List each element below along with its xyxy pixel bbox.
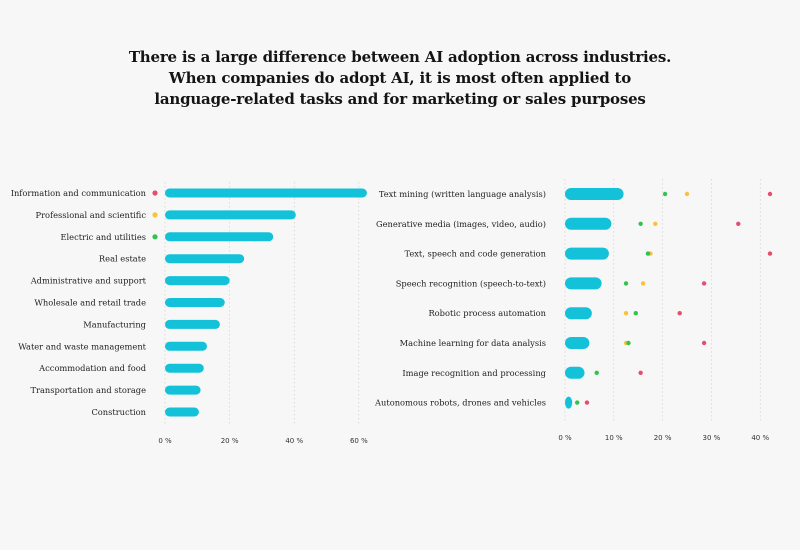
bar <box>565 277 602 290</box>
category-label: Professional and scientific <box>36 210 147 220</box>
bar <box>165 232 274 242</box>
category-label: Real estate <box>99 254 146 264</box>
series-point <box>633 311 638 316</box>
x-tick-label: 20 % <box>654 434 672 442</box>
series-point <box>623 311 629 316</box>
x-tick-label: 40 % <box>285 437 303 445</box>
series-point <box>623 281 629 286</box>
bar <box>165 210 296 220</box>
category-label: Transportation and storage <box>30 385 146 395</box>
x-tick-label: 60 % <box>350 437 368 445</box>
series-point <box>594 370 599 375</box>
category-label: Autonomous robots, drones and vehicles <box>374 398 546 408</box>
series-point <box>638 221 643 226</box>
x-tick-label: 0 % <box>558 434 572 442</box>
category-label: Construction <box>91 407 146 417</box>
series-point <box>653 221 658 226</box>
bar <box>165 298 225 307</box>
chart-title-line-2: When companies do adopt AI, it is most o… <box>168 69 632 87</box>
chart-title-line-3: language-related tasks and for marketing… <box>154 90 646 108</box>
category-label: Speech recognition (speech-to-text) <box>396 278 546 288</box>
bar <box>165 363 204 373</box>
series-point <box>626 340 631 346</box>
bar <box>565 366 585 379</box>
category-label: Machine learning for data analysis <box>400 338 546 348</box>
category-label: Text mining (written language analysis) <box>379 189 546 199</box>
category-label: Electric and utilities <box>60 232 146 242</box>
category-marker-dot <box>152 234 158 240</box>
category-marker-dot <box>152 212 158 218</box>
series-point <box>677 311 682 316</box>
series-point <box>684 191 690 197</box>
category-label: Generative media (images, video, audio) <box>376 219 546 229</box>
bar <box>565 217 612 230</box>
category-marker-dot <box>152 190 158 196</box>
series-point <box>575 400 580 405</box>
category-label: Manufacturing <box>83 319 146 329</box>
category-label: Image recognition and processing <box>402 368 546 378</box>
bar <box>165 319 220 329</box>
category-label: Wholesale and retail trade <box>34 298 146 308</box>
series-point <box>701 281 707 286</box>
bar <box>565 247 609 260</box>
series-point <box>584 400 590 405</box>
category-label: Text, speech and code generation <box>404 249 546 259</box>
x-tick-label: 40 % <box>751 434 769 442</box>
category-label: Accommodation and food <box>38 363 147 373</box>
chart-title-line-1: There is a large difference between AI a… <box>128 48 672 66</box>
bar <box>565 307 592 320</box>
series-point <box>736 221 741 226</box>
series-point <box>638 370 643 375</box>
series-point <box>767 251 773 256</box>
bar <box>165 276 230 286</box>
category-label: Administrative and support <box>30 276 147 286</box>
series-point <box>645 251 651 256</box>
series-point <box>701 340 707 346</box>
bar <box>165 188 367 198</box>
series-point <box>640 281 646 286</box>
series-point <box>662 191 668 197</box>
x-tick-label: 30 % <box>703 434 721 442</box>
x-tick-label: 20 % <box>221 437 239 445</box>
x-tick-label: 0 % <box>158 437 172 445</box>
bar <box>165 341 207 351</box>
bar <box>565 396 573 409</box>
bar <box>165 254 245 264</box>
category-label: Water and waste management <box>18 341 146 351</box>
series-point <box>767 191 773 197</box>
bar <box>165 407 199 417</box>
bar <box>565 188 624 200</box>
category-label: Information and communication <box>11 188 147 198</box>
bar <box>165 385 201 395</box>
bar <box>565 337 590 349</box>
category-label: Robotic process automation <box>428 308 546 318</box>
x-tick-label: 10 % <box>605 434 623 442</box>
